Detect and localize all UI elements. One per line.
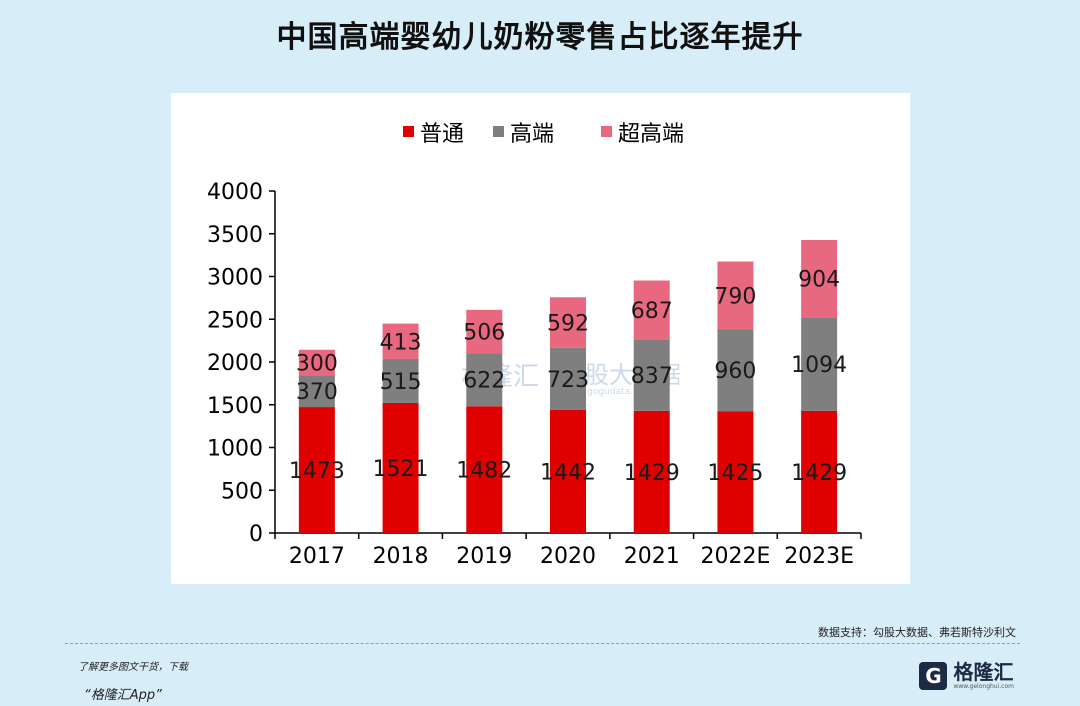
data-label: 413 (380, 330, 422, 355)
page-title: 中国高端婴幼儿奶粉零售占比逐年提升 (276, 20, 804, 55)
data-label: 1429 (624, 461, 680, 486)
bar-segment (633, 410, 670, 533)
data-label: 1482 (456, 459, 512, 484)
y-tick-label: 2500 (207, 308, 263, 333)
bar-segment (298, 375, 335, 408)
bar-segment (801, 410, 838, 533)
y-tick-label: 4000 (207, 180, 263, 205)
data-label: 837 (631, 364, 673, 389)
x-tick-label: 2023E (784, 544, 854, 569)
data-label: 1094 (791, 353, 847, 378)
legend-label: 高端 (510, 122, 554, 147)
bar-segment (550, 297, 586, 348)
data-label: 1425 (707, 461, 763, 486)
data-label: 592 (547, 312, 589, 337)
y-tick-label: 1000 (207, 437, 263, 462)
bar-segment (717, 261, 754, 330)
y-tick-label: 3000 (207, 266, 263, 291)
legend-label: 普通 (420, 122, 464, 147)
data-label: 622 (463, 369, 505, 394)
brand-domain: www.gelonghui.com (953, 683, 1014, 690)
bar-segment (550, 409, 586, 533)
data-label: 300 (296, 352, 338, 377)
brand-name: 格隆汇 (953, 660, 1014, 684)
bar-segment (801, 317, 838, 411)
bar-segment (717, 329, 754, 412)
x-tick-label: 2021 (624, 544, 680, 569)
data-label: 1429 (791, 461, 847, 486)
source-note: 数据支持：勾股大数据、弗若斯特沙利文 (818, 626, 1016, 639)
y-tick-label: 0 (249, 522, 263, 547)
footer-divider (65, 643, 1020, 644)
legend-swatch (601, 126, 612, 137)
brand-logo-block: G 格隆汇 www.gelonghui.com (919, 662, 1014, 690)
chart-axes: 0 500 1000 1500 2000 2500 3000 3500 4000 2017 2018… (207, 180, 862, 569)
bar-segment (633, 280, 670, 340)
promo-app-name: “格隆汇App” (84, 688, 162, 703)
y-tick-label: 3500 (207, 223, 263, 248)
brand-logo-icon: G (919, 662, 948, 690)
bar-segment (382, 323, 419, 359)
data-label: 1473 (289, 459, 345, 484)
bar-segment (633, 339, 670, 411)
bar-segment (550, 347, 586, 410)
data-label: 960 (714, 359, 756, 384)
data-label: 904 (798, 268, 840, 293)
data-label: 506 (463, 320, 505, 345)
y-tick-label: 1500 (207, 394, 263, 419)
watermark-domain: www.gogudata.com (563, 387, 652, 397)
data-label: 515 (380, 370, 422, 395)
x-tick-label: 2017 (289, 544, 345, 569)
chart-bars: 1473 370 300 1521 515 413 1482 622 506 1442 723 592… (289, 239, 847, 533)
bar-segment (466, 309, 503, 354)
x-tick-label: 2019 (456, 544, 512, 569)
bar-segment (717, 411, 754, 533)
data-label: 723 (547, 368, 589, 393)
y-tick-label: 500 (221, 479, 263, 504)
legend-label: 超高端 (618, 122, 684, 147)
data-label: 1521 (373, 457, 429, 482)
chart-legend: 普通 高端 超高端 (403, 122, 684, 147)
data-label: 370 (296, 380, 338, 405)
data-label: 790 (714, 284, 756, 309)
bar-segment (466, 353, 503, 407)
x-tick-label: 2018 (373, 544, 429, 569)
legend-swatch (493, 126, 504, 137)
bar-segment (466, 406, 503, 533)
y-tick-label: 2000 (207, 351, 263, 376)
bar-segment (298, 349, 335, 376)
promo-text: 了解更多图文干货，下载 (78, 662, 188, 673)
bar-segment (801, 239, 838, 318)
data-label: 687 (631, 299, 673, 324)
bar-segment (382, 358, 419, 403)
x-tick-label: 2022E (700, 544, 770, 569)
legend-swatch (403, 126, 414, 137)
bar-segment (382, 402, 419, 533)
bar-segment (298, 407, 335, 533)
x-tick-label: 2020 (540, 544, 596, 569)
data-label: 1442 (540, 460, 596, 485)
